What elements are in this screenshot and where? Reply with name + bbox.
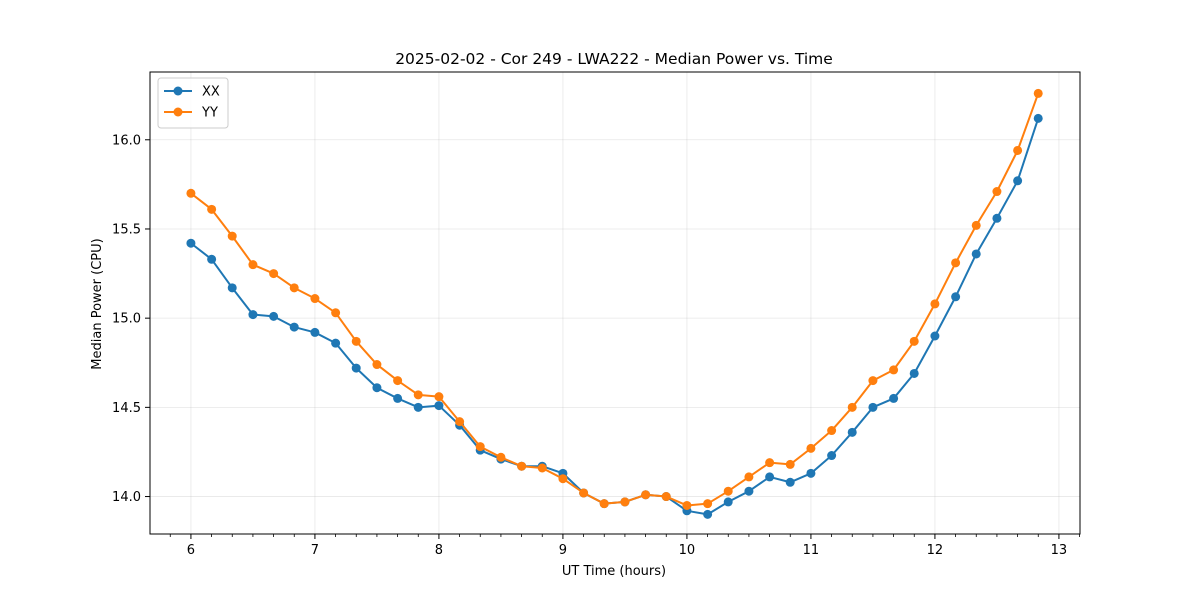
data-point-xx: [207, 254, 217, 264]
data-point-xx: [227, 283, 237, 293]
data-point-xx: [765, 472, 775, 482]
data-point-xx: [744, 486, 754, 496]
data-point-yy: [496, 452, 506, 462]
data-point-xx: [1033, 113, 1043, 123]
data-point-yy: [434, 392, 444, 402]
data-point-yy: [951, 258, 961, 268]
x-tick-label: 7: [311, 543, 319, 558]
data-point-yy: [537, 463, 547, 473]
data-point-xx: [393, 393, 403, 403]
data-point-xx: [951, 292, 961, 302]
data-point-yy: [723, 486, 733, 496]
data-point-xx: [289, 322, 299, 332]
x-tick-label: 6: [187, 543, 195, 558]
data-point-yy: [186, 188, 196, 198]
axes: 6 7 8 9 10 11 12 13 14.0 14.5 15.0 15.5 16.0: [112, 133, 1080, 558]
data-point-xx: [847, 427, 857, 437]
data-point-xx: [310, 327, 320, 337]
plot-frame: [149, 71, 1081, 535]
chart-title: 2025-02-02 - Cor 249 - LWA222 - Median P…: [395, 50, 833, 68]
data-point-yy: [641, 490, 651, 500]
x-tick-label: 8: [435, 543, 443, 558]
data-point-xx: [827, 451, 837, 461]
data-point-xx: [351, 363, 361, 373]
data-point-yy: [248, 260, 258, 270]
data-point-yy: [1013, 145, 1023, 155]
data-point-xx: [248, 310, 258, 320]
legend-label-xx: XX: [202, 85, 220, 100]
data-point-yy: [269, 269, 279, 279]
x-tick-label: 9: [559, 543, 567, 558]
data-point-yy: [413, 390, 423, 400]
legend: XX YY: [157, 77, 229, 129]
data-point-yy: [455, 417, 465, 427]
legend-marker-xx: [173, 86, 183, 96]
x-tick-label: 11: [803, 543, 820, 558]
data-point-yy: [517, 461, 527, 471]
y-axis-label: Median Power (CPU): [90, 238, 105, 369]
data-point-yy: [682, 500, 692, 510]
data-point-yy: [930, 299, 940, 309]
series-layer: [186, 88, 1043, 519]
legend-marker-yy: [173, 107, 183, 117]
data-point-yy: [889, 365, 899, 375]
data-point-xx: [269, 311, 279, 321]
data-point-xx: [992, 213, 1002, 223]
y-tick-label: 15.5: [112, 222, 141, 237]
data-point-xx: [971, 249, 981, 259]
x-tick-label: 12: [927, 543, 944, 558]
data-point-yy: [661, 492, 671, 502]
data-point-xx: [434, 401, 444, 411]
data-point-yy: [289, 283, 299, 293]
data-point-yy: [909, 336, 919, 346]
x-tick-label: 13: [1051, 543, 1068, 558]
data-point-xx: [723, 497, 733, 507]
data-point-xx: [413, 402, 423, 412]
data-point-xx: [186, 238, 196, 248]
data-point-yy: [558, 474, 568, 484]
data-point-yy: [744, 472, 754, 482]
x-tick-label: 10: [679, 543, 696, 558]
y-tick-label: 16.0: [112, 133, 141, 148]
y-tick-label: 14.0: [112, 490, 141, 505]
data-point-yy: [620, 497, 630, 507]
y-tick-label: 15.0: [112, 312, 141, 327]
data-point-yy: [806, 443, 816, 453]
data-point-xx: [1013, 176, 1023, 186]
data-point-xx: [889, 393, 899, 403]
data-point-yy: [827, 426, 837, 436]
data-point-xx: [703, 509, 713, 519]
data-point-yy: [475, 442, 485, 452]
data-point-xx: [372, 383, 382, 393]
data-point-yy: [971, 220, 981, 230]
data-point-yy: [868, 376, 878, 386]
y-tick-label: 14.5: [112, 401, 141, 416]
data-point-yy: [703, 499, 713, 509]
data-point-yy: [207, 204, 217, 214]
data-point-xx: [909, 368, 919, 378]
data-point-yy: [992, 187, 1002, 197]
data-point-xx: [930, 331, 940, 341]
data-point-yy: [310, 294, 320, 304]
data-point-xx: [868, 402, 878, 412]
data-point-yy: [765, 458, 775, 468]
data-point-yy: [351, 336, 361, 346]
data-point-yy: [847, 402, 857, 412]
data-point-yy: [372, 360, 382, 370]
data-point-yy: [579, 488, 589, 498]
data-point-xx: [785, 477, 795, 487]
data-point-yy: [599, 499, 609, 509]
data-point-xx: [806, 468, 816, 478]
data-point-yy: [331, 308, 341, 318]
data-point-xx: [331, 338, 341, 348]
data-point-yy: [785, 459, 795, 469]
grid-lines: [150, 72, 1080, 534]
data-point-yy: [1033, 88, 1043, 98]
legend-label-yy: YY: [201, 106, 218, 121]
x-axis-label: UT Time (hours): [562, 564, 666, 579]
data-point-yy: [227, 231, 237, 241]
data-point-yy: [393, 376, 403, 386]
